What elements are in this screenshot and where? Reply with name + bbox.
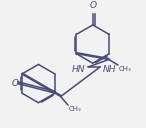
Text: O: O bbox=[89, 1, 96, 10]
Text: CH₃: CH₃ bbox=[119, 66, 131, 72]
Text: CH₃: CH₃ bbox=[69, 106, 81, 112]
Text: HN: HN bbox=[72, 66, 85, 74]
Text: NH: NH bbox=[103, 66, 117, 74]
Text: O: O bbox=[11, 79, 18, 88]
